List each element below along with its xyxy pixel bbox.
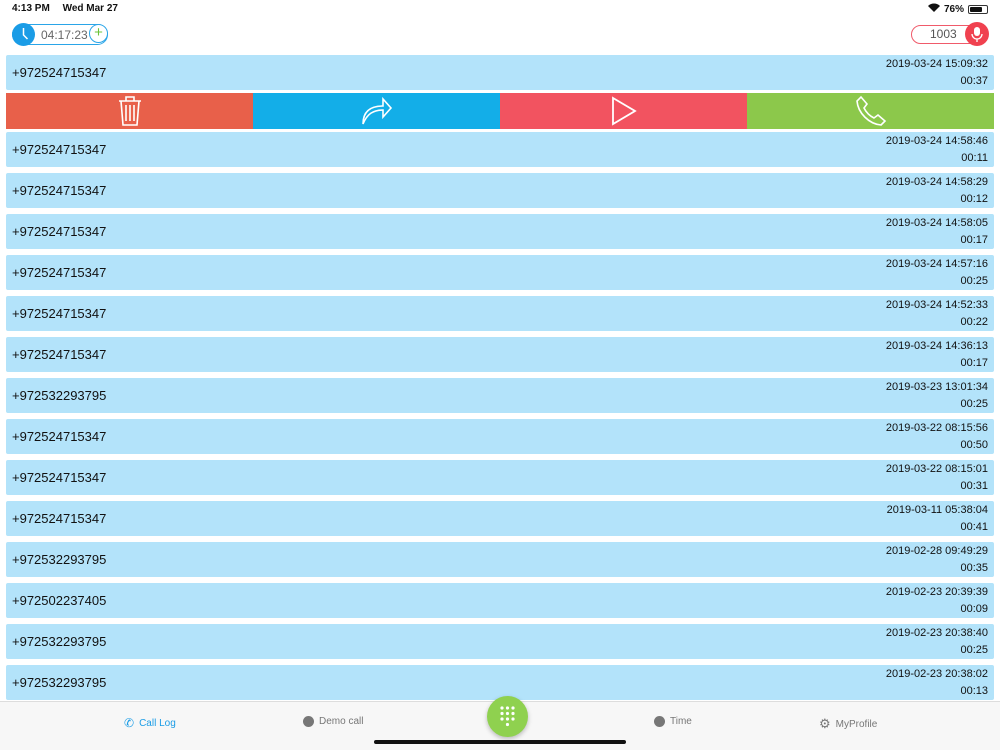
call-button[interactable]	[747, 93, 994, 129]
call-datetime: 2019-03-24 14:36:13	[885, 340, 988, 352]
call-log-row[interactable]: +972524715347 2019-03-24 14:58:29 00:12	[6, 173, 994, 208]
call-duration: 00:17	[960, 234, 988, 246]
tab-demo-call[interactable]: Demo call	[303, 716, 363, 727]
phone-number: +972524715347	[12, 224, 107, 239]
forward-icon	[361, 96, 392, 125]
status-bar: 4:13 PM Wed Mar 27	[12, 3, 128, 14]
microphone-icon[interactable]	[965, 22, 989, 46]
call-duration: 00:25	[960, 275, 988, 287]
call-log-icon: ✆	[124, 716, 135, 730]
call-datetime: 2019-03-24 15:09:32	[885, 58, 988, 70]
call-datetime: 2019-02-23 20:38:40	[885, 627, 988, 639]
row-actions	[6, 93, 994, 129]
phone-number: +972532293795	[12, 634, 107, 649]
call-log-row[interactable]: +972524715347 2019-03-11 05:38:04 00:41	[6, 501, 994, 536]
call-datetime: 2019-03-23 13:01:34	[885, 381, 988, 393]
battery-icon	[968, 4, 988, 14]
clock-icon	[12, 23, 35, 46]
call-datetime: 2019-02-23 20:39:39	[885, 586, 988, 598]
phone-number: +972532293795	[12, 675, 107, 690]
call-duration: 00:13	[960, 685, 988, 697]
call-duration: 00:09	[960, 603, 988, 615]
call-duration: 00:25	[960, 644, 988, 656]
call-datetime: 2019-03-24 14:58:46	[885, 135, 988, 147]
call-log-row[interactable]: +972524715347 2019-03-24 14:36:13 00:17	[6, 337, 994, 372]
call-log-row[interactable]: +972524715347 2019-03-24 14:52:33 00:22	[6, 296, 994, 331]
status-date: Wed Mar 27	[62, 3, 118, 14]
phone-icon	[855, 95, 886, 126]
call-log-row[interactable]: +972524715347 2019-03-24 14:58:05 00:17	[6, 214, 994, 249]
demo-call-icon	[303, 716, 314, 727]
call-datetime: 2019-03-11 05:38:04	[886, 504, 988, 516]
call-datetime: 2019-03-24 14:58:29	[885, 176, 988, 188]
phone-number: +972524715347	[12, 429, 107, 444]
call-duration: 00:11	[961, 152, 988, 164]
wifi-icon	[927, 3, 940, 15]
status-time: 4:13 PM	[12, 3, 50, 14]
forward-button[interactable]	[253, 93, 500, 129]
phone-number: +972524715347	[12, 470, 107, 485]
extension-number: 1003	[930, 27, 957, 41]
call-log-row[interactable]: +972532293795 2019-02-23 20:38:02 00:13	[6, 665, 994, 700]
phone-number: +972532293795	[12, 552, 107, 567]
play-button[interactable]	[500, 93, 747, 129]
phone-number: +972524715347	[12, 65, 107, 80]
call-log-row[interactable]: +972502237405 2019-02-23 20:39:39 00:09	[6, 583, 994, 618]
phone-number: +972524715347	[12, 306, 107, 321]
tab-call-log[interactable]: ✆ Call Log	[124, 716, 176, 730]
call-datetime: 2019-03-24 14:58:05	[885, 217, 988, 229]
tab-myprofile[interactable]: ⚙ MyProfile	[819, 716, 878, 731]
call-duration: 00:22	[960, 316, 988, 328]
dialpad-icon	[500, 706, 515, 727]
call-datetime: 2019-02-28 09:49:29	[885, 545, 988, 557]
call-datetime: 2019-03-24 14:57:16	[885, 258, 988, 270]
call-duration: 00:35	[960, 562, 988, 574]
call-duration: 00:41	[960, 521, 988, 533]
phone-number: +972524715347	[12, 511, 107, 526]
call-datetime: 2019-03-24 14:52:33	[885, 299, 988, 311]
call-log-row[interactable]: +972524715347 2019-03-24 14:57:16 00:25	[6, 255, 994, 290]
call-log-row[interactable]: +972524715347 2019-03-22 08:15:01 00:31	[6, 460, 994, 495]
clock-icon	[654, 716, 665, 727]
gear-icon: ⚙	[819, 716, 831, 731]
call-log-row[interactable]: +972524715347 2019-03-24 14:58:46 00:11	[6, 132, 994, 167]
call-duration: 00:31	[960, 480, 988, 492]
phone-number: +972524715347	[12, 265, 107, 280]
call-log-row[interactable]: +972532293795 2019-02-28 09:49:29 00:35	[6, 542, 994, 577]
trash-icon	[118, 96, 141, 126]
call-log-row[interactable]: +972532293795 2019-02-23 20:38:40 00:25	[6, 624, 994, 659]
delete-button[interactable]	[6, 93, 253, 129]
call-log-row[interactable]: +972532293795 2019-03-23 13:01:34 00:25	[6, 378, 994, 413]
call-datetime: 2019-03-22 08:15:01	[885, 463, 988, 475]
call-duration: 00:17	[960, 357, 988, 369]
dialpad-button[interactable]	[487, 696, 528, 737]
tab-time[interactable]: Time	[654, 716, 692, 727]
status-right: 76%	[927, 3, 988, 15]
phone-number: +972532293795	[12, 388, 107, 403]
timer-pill[interactable]: 04:17:23 +	[12, 23, 108, 46]
timer-value: 04:17:23	[41, 27, 88, 42]
call-log-row[interactable]: +972524715347 2019-03-24 15:09:32 00:37	[6, 55, 994, 90]
phone-number: +972524715347	[12, 347, 107, 362]
phone-number: +972524715347	[12, 142, 107, 157]
battery-percent: 76%	[943, 3, 964, 15]
home-indicator[interactable]	[374, 740, 626, 744]
call-datetime: 2019-02-23 20:38:02	[885, 668, 988, 680]
add-time-button[interactable]: +	[89, 24, 108, 43]
call-log-row[interactable]: +972524715347 2019-03-22 08:15:56 00:50	[6, 419, 994, 454]
play-icon	[611, 96, 637, 126]
phone-number: +972524715347	[12, 183, 107, 198]
call-datetime: 2019-03-22 08:15:56	[885, 422, 988, 434]
call-duration: 00:37	[960, 75, 988, 87]
extension-pill[interactable]: 1003	[911, 22, 989, 46]
call-duration: 00:50	[960, 439, 988, 451]
call-duration: 00:25	[960, 398, 988, 410]
call-duration: 00:12	[960, 193, 988, 205]
phone-number: +972502237405	[12, 593, 107, 608]
